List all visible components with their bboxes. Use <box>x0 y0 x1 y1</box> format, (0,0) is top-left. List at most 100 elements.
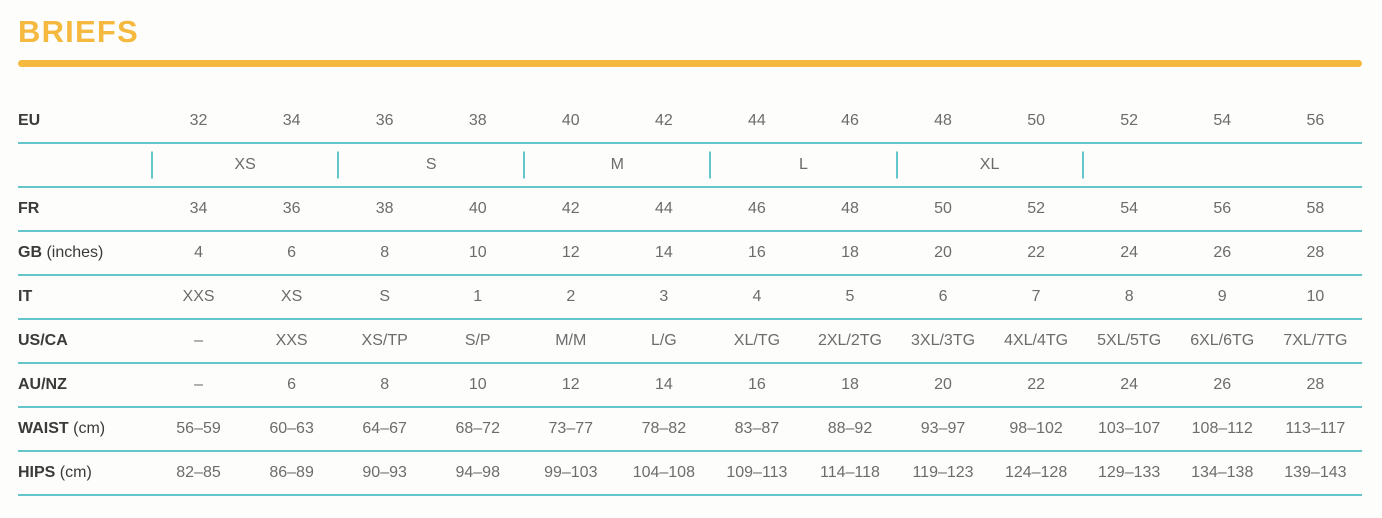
size-value-cell: S/P <box>464 332 491 349</box>
row-label-eu: EU <box>18 100 152 143</box>
size-value-cell: 56 <box>1213 200 1232 217</box>
size-value-cell: 86–89 <box>269 464 314 481</box>
size-value-cell: 10 <box>468 376 487 393</box>
row-label-text: HIPS <box>18 464 56 481</box>
size-value-cell: 114–118 <box>820 464 880 481</box>
table-row-eu: EU 32 34 36 38 40 42 44 46 48 50 52 54 56 <box>18 100 1362 143</box>
size-chart-table: EU 32 34 36 38 40 42 44 46 48 50 52 54 56 XS S M L XL FR 34 3… <box>18 100 1362 496</box>
size-group-label: M <box>610 156 624 173</box>
size-value-cell: 18 <box>841 244 859 261</box>
size-value-cell: 88–92 <box>827 420 873 437</box>
size-value-cell: 94–98 <box>455 464 500 481</box>
row-label-fr: FR <box>18 187 152 231</box>
size-value-cell: 46 <box>841 112 859 129</box>
size-value-cell: 22 <box>1027 244 1045 261</box>
table-row-gb: GB (inches) 4 6 8 10 12 14 16 18 20 22 24 26 28 <box>18 231 1362 275</box>
size-value-cell: 28 <box>1306 376 1325 393</box>
size-value-cell: 64–67 <box>362 420 407 437</box>
size-value-cell: 28 <box>1306 244 1325 261</box>
size-value-cell: 40 <box>561 112 580 129</box>
row-label-hips: HIPS (cm) <box>18 451 152 495</box>
group-divider-line <box>1081 151 1084 179</box>
size-value-cell: 60–63 <box>269 420 314 437</box>
size-group-row: XS S M L XL <box>18 143 1362 187</box>
size-group-label: L <box>798 156 808 173</box>
size-value-cell: 40 <box>468 200 487 217</box>
row-label-note: (inches) <box>42 244 104 261</box>
row-label-text: IT <box>18 288 33 305</box>
size-value-cell: 50 <box>934 200 952 217</box>
row-label-us-ca: US/CA <box>18 319 152 363</box>
table-row-au-nz: AU/NZ – 6 8 10 12 14 16 18 20 22 24 26 28 <box>18 363 1362 407</box>
row-label-text: WAIST <box>18 420 69 437</box>
size-chart-page: BRIEFS EU 32 34 36 38 40 42 44 46 48 50 52 54 56 XS S M L… <box>18 14 1362 496</box>
size-value-cell: 52 <box>1120 112 1139 129</box>
size-value-cell: 139–143 <box>1284 464 1347 481</box>
size-value-cell: 52 <box>1027 200 1045 217</box>
size-value-cell: 54 <box>1120 200 1139 217</box>
size-value-cell: 9 <box>1217 288 1227 305</box>
size-value-cell: 8 <box>1124 288 1134 305</box>
size-value-cell: 73–77 <box>548 420 594 437</box>
row-label-au-nz: AU/NZ <box>18 363 152 407</box>
size-group-cell-s: S <box>337 143 524 187</box>
row-label-text: US/CA <box>18 332 68 349</box>
size-value-cell: 98–102 <box>1009 420 1063 437</box>
size-group-cell-empty <box>1081 143 1362 187</box>
size-value-cell: 119–123 <box>912 464 974 481</box>
group-divider-line <box>523 151 526 179</box>
size-group-cell-l: L <box>709 143 896 187</box>
size-value-cell: 82–85 <box>176 464 221 481</box>
size-value-cell: 26 <box>1213 244 1232 261</box>
size-value-cell: 34 <box>282 112 301 129</box>
size-value-cell: 6 <box>287 376 297 393</box>
size-value-cell: 48 <box>934 112 952 129</box>
size-value-cell: 14 <box>654 244 673 261</box>
size-value-cell: 12 <box>561 244 580 261</box>
size-value-cell: 56 <box>1306 112 1325 129</box>
size-value-cell: L/G <box>650 332 677 349</box>
size-value-cell: 4XL/4TG <box>1004 332 1069 349</box>
size-value-cell: 20 <box>934 244 952 261</box>
size-value-cell: 58 <box>1306 200 1325 217</box>
size-value-cell: 32 <box>189 112 208 129</box>
size-value-cell: 90–93 <box>362 464 407 481</box>
size-value-cell: 108–112 <box>1191 420 1253 437</box>
size-value-cell: 68–72 <box>455 420 500 437</box>
size-value-cell: 8 <box>380 244 390 261</box>
size-value-cell: 7XL/7TG <box>1283 332 1348 349</box>
group-divider-line <box>151 151 153 179</box>
size-value-cell: 24 <box>1120 376 1139 393</box>
size-value-cell: 129–133 <box>1098 464 1161 481</box>
table-row-it: IT XXS XS S 1 2 3 4 5 6 7 8 9 10 <box>18 275 1362 319</box>
size-value-cell: 20 <box>934 376 952 393</box>
size-value-cell: 26 <box>1213 376 1232 393</box>
size-value-cell: 5XL/5TG <box>1097 332 1162 349</box>
size-value-cell: 18 <box>841 376 859 393</box>
size-group-label: S <box>425 156 437 173</box>
size-value-cell: XS/TP <box>361 332 408 349</box>
size-value-cell: M/M <box>555 332 587 349</box>
size-value-cell: 5 <box>845 288 855 305</box>
size-value-cell: 14 <box>654 376 673 393</box>
size-value-cell: 16 <box>748 376 766 393</box>
size-value-cell: 2XL/2TG <box>817 332 882 349</box>
row-label-note: (cm) <box>55 464 92 481</box>
size-value-cell: 48 <box>841 200 859 217</box>
size-value-cell: 42 <box>654 112 673 129</box>
size-value-cell: 124–128 <box>1004 464 1068 481</box>
size-value-cell: 22 <box>1027 376 1045 393</box>
size-value-cell: 104–108 <box>632 464 695 481</box>
size-value-cell: 7 <box>1031 288 1041 305</box>
size-value-cell: 34 <box>189 200 208 217</box>
size-value-cell: – <box>194 376 203 393</box>
size-value-cell: 1 <box>473 288 483 305</box>
table-row-waist: WAIST (cm) 56–59 60–63 64–67 68–72 73–77 78–82… <box>18 407 1362 451</box>
size-value-cell: XXS <box>182 288 215 305</box>
size-value-cell: XS <box>280 288 303 305</box>
size-value-cell: 38 <box>468 112 487 129</box>
size-group-cell-xl: XL <box>895 143 1083 187</box>
size-value-cell: 113–117 <box>1285 420 1346 437</box>
size-value-cell: 44 <box>748 112 766 129</box>
size-value-cell: 6 <box>287 244 297 261</box>
